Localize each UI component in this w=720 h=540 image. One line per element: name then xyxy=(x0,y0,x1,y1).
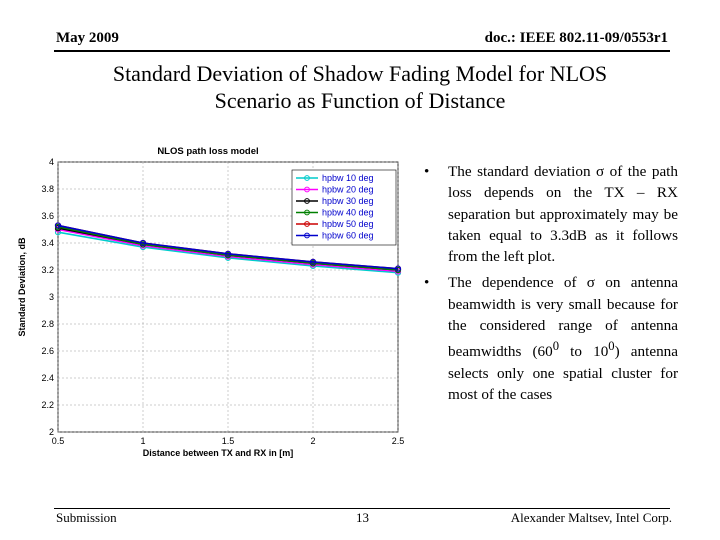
data-point xyxy=(54,222,62,229)
legend-entry: hpbw 40 deg xyxy=(322,208,374,218)
bullet-text-2b: to 10 xyxy=(559,343,609,361)
bullet-item-2: • The dependence of σ on antenna beamwid… xyxy=(424,272,678,405)
data-point xyxy=(224,250,232,257)
y-tick-label: 3.4 xyxy=(41,238,54,248)
legend-entry: hpbw 60 deg xyxy=(322,231,374,241)
chart: 2 2.2 2.4 2.6 2.8 3 3.2 3.4 3.6 3.8 4 0.5 1 1.5 2 2.5 NL… xyxy=(12,140,412,470)
y-tick-label: 2 xyxy=(49,427,54,437)
superscript-degree-1: 0 xyxy=(552,339,560,354)
header-date: May 2009 xyxy=(56,30,119,46)
x-axis-label: Distance between TX and RX in [m] xyxy=(143,448,294,458)
chart-title: NLOS path loss model xyxy=(157,146,258,157)
legend-entry: hpbw 50 deg xyxy=(322,219,374,229)
y-tick-label: 3.6 xyxy=(41,211,54,221)
x-tick-label: 1.5 xyxy=(222,436,235,446)
footer-page-number: 13 xyxy=(356,510,369,525)
x-tick-label: 1 xyxy=(140,436,145,446)
bullet-dot-icon: • xyxy=(424,163,430,180)
legend-entry: hpbw 30 deg xyxy=(322,196,374,206)
legend-entry: hpbw 20 deg xyxy=(322,185,374,195)
data-point xyxy=(394,265,402,272)
y-tick-label: 3.8 xyxy=(41,184,54,194)
x-tick-label: 2.5 xyxy=(392,436,405,446)
bullet-text-1: The standard deviation σ of the path los… xyxy=(448,163,678,266)
superscript-degree-2: 0 xyxy=(608,339,615,354)
data-point xyxy=(139,239,147,247)
y-tick-label: 2.8 xyxy=(41,319,54,329)
legend-marker xyxy=(304,186,310,193)
footer-author: Alexander Maltsev, Intel Corp. xyxy=(510,510,672,525)
slide-title-line-1: Standard Deviation of Shadow Fading Mode… xyxy=(112,61,608,86)
y-axis-label: Standard Deviation, dB xyxy=(17,237,27,337)
bullet-dot-icon: • xyxy=(424,274,430,292)
nlos-chart-svg: 2 2.2 2.4 2.6 2.8 3 3.2 3.4 3.6 3.8 4 0.5 1 1.5 2 2.5 NL… xyxy=(17,146,405,458)
slide-title-line-2: Scenario as Function of Distance xyxy=(214,88,506,113)
y-tick-label: 2.2 xyxy=(41,400,54,410)
series-line-6 xyxy=(57,224,399,270)
footer-rule xyxy=(54,508,670,509)
y-tick-label: 3 xyxy=(49,292,54,302)
x-tick-label: 2 xyxy=(310,436,315,446)
legend-marker xyxy=(304,221,310,227)
bullet-list: • The standard deviation σ of the path l… xyxy=(424,161,678,410)
bullet-text-2c: ) antenna selects only one spatial clust… xyxy=(448,343,679,404)
footer-submission: Submission xyxy=(56,510,117,525)
y-tick-label: 3.2 xyxy=(41,265,54,275)
bullet-item-1: • The standard deviation σ of the path l… xyxy=(424,161,678,267)
slide-title: Standard Deviation of Shadow Fading Mode… xyxy=(40,60,680,114)
header-doc-id: doc.: IEEE 802.11-09/0553r1 xyxy=(484,30,668,46)
legend-marker xyxy=(304,209,310,216)
legend-marker xyxy=(304,198,310,204)
bullet-text-2a: The dependence of σ on antenna beamwidth… xyxy=(448,274,678,361)
legend-marker xyxy=(304,232,310,239)
y-tick-label: 4 xyxy=(49,157,54,167)
header-rule xyxy=(54,50,670,52)
legend-marker xyxy=(304,175,310,181)
data-point xyxy=(309,258,317,266)
legend-entry: hpbw 10 deg xyxy=(322,173,374,183)
legend-box xyxy=(291,169,397,246)
series-line-4 xyxy=(57,226,399,271)
x-tick-label: 0.5 xyxy=(52,436,65,446)
y-tick-label: 2.6 xyxy=(41,346,54,356)
y-tick-label: 2.4 xyxy=(41,373,54,383)
